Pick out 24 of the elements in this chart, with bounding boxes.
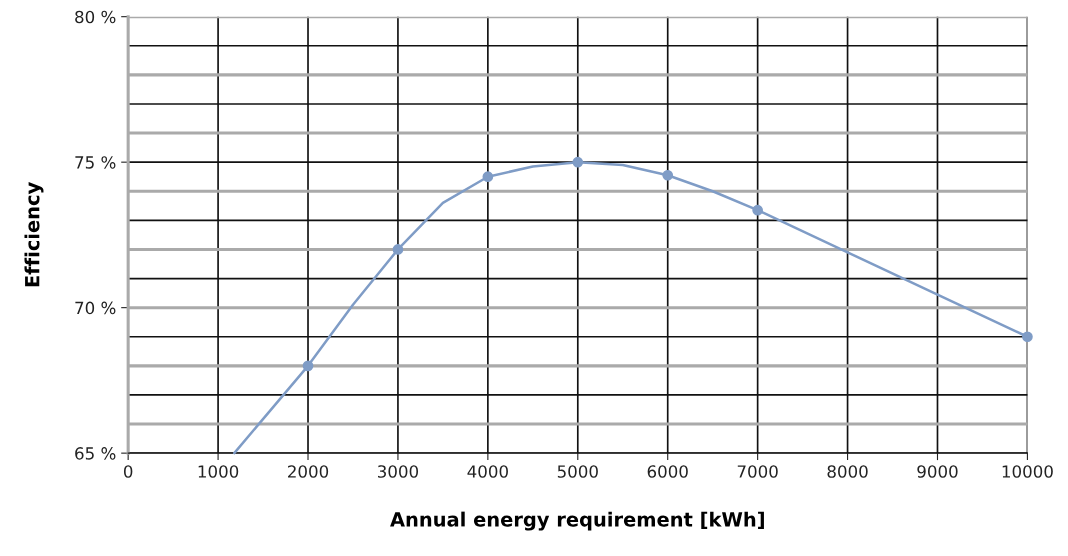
x-tick-label: 4000 — [467, 465, 508, 478]
x-tick-label: 9000 — [917, 465, 958, 478]
y-tick-label: 80 % — [75, 10, 116, 24]
point — [572, 156, 584, 168]
x-tick-label: 10000 — [1002, 465, 1053, 478]
point — [1022, 331, 1033, 343]
point — [392, 244, 404, 255]
x-tick-label: 1000 — [198, 465, 239, 478]
x-tick-label: 6000 — [647, 465, 688, 478]
x-tick-label: 8000 — [827, 465, 868, 478]
point — [752, 204, 763, 216]
x-tick-label: 3000 — [378, 465, 419, 478]
x-tick-label: 2000 — [288, 465, 329, 478]
point — [662, 169, 674, 181]
x-axis-title: Annual energy requirement [kWh] — [390, 511, 764, 531]
y-tick-label: 70 % — [75, 301, 116, 315]
x-tick-label: 7000 — [737, 465, 778, 478]
point — [302, 360, 314, 372]
x-tick-label: 0 — [123, 465, 133, 478]
y-tick-label: 75 % — [75, 156, 116, 169]
y-axis-title: Efficiency — [24, 182, 44, 287]
point — [482, 171, 494, 183]
x-tick-label: 5000 — [557, 465, 598, 478]
y-tick-label: 65 % — [75, 447, 116, 460]
